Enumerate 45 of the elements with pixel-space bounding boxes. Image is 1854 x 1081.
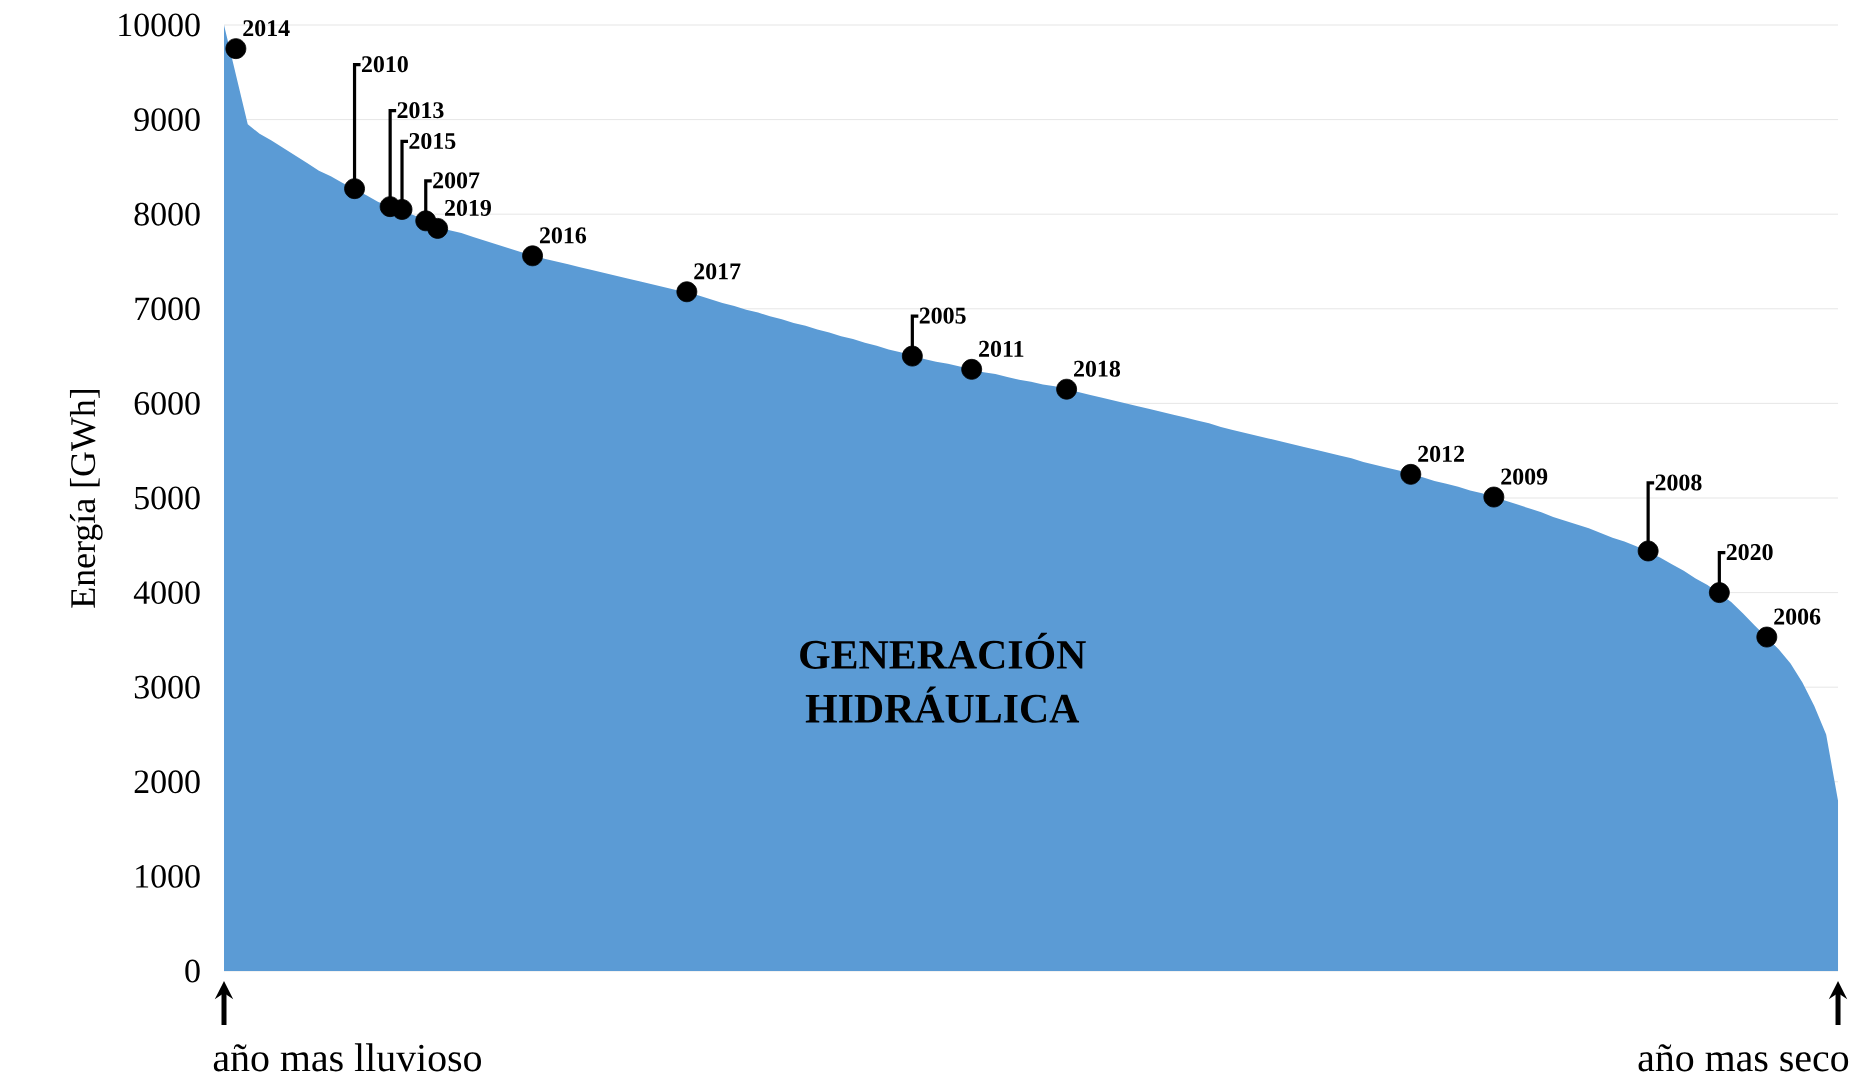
series-label: 2006 <box>1774 608 1821 625</box>
point <box>522 245 543 267</box>
y-tick-label: 6000 <box>134 391 200 415</box>
text: 2008 <box>1655 474 1702 491</box>
text: año mas lluvioso <box>213 1043 481 1072</box>
y-tick-label: 5000 <box>135 486 200 510</box>
point <box>901 345 923 367</box>
point <box>1400 463 1422 485</box>
y-axis-title: Energía [GWh] <box>69 389 103 608</box>
series-label: 2011 <box>979 340 1024 357</box>
series-label: 2020 <box>1726 544 1773 561</box>
y-tick-label: 0 <box>185 959 200 983</box>
series-label: 2018 <box>1074 360 1121 377</box>
point <box>1708 582 1730 603</box>
series-label: 2009 <box>1501 468 1548 485</box>
y-tick-label: 8000 <box>134 202 200 226</box>
legend-label: 2019 <box>445 199 491 216</box>
point <box>225 38 247 60</box>
point <box>676 281 698 303</box>
series-label: 2014 <box>243 20 290 37</box>
text: 2010 <box>361 56 408 73</box>
y-tick-label: 9000 <box>134 108 200 132</box>
series-label: 2017 <box>694 263 741 280</box>
text: 2013 <box>397 102 444 119</box>
point <box>427 217 449 239</box>
point <box>344 178 365 200</box>
point <box>1483 486 1505 508</box>
point <box>1056 378 1078 400</box>
y-tick-label: 7000 <box>135 297 200 321</box>
annotation: GENERACIÓN HIDRÁULICA <box>800 632 1086 723</box>
text: 2015 <box>409 132 456 150</box>
y-tick-label: 2000 <box>134 770 200 794</box>
series-label: 2007 <box>433 172 480 189</box>
y-tick-label: 1000 <box>136 864 200 888</box>
y-tick-label: 4000 <box>133 581 200 605</box>
point <box>1637 540 1659 562</box>
series-label: 2005 <box>919 307 966 324</box>
point <box>961 358 983 380</box>
point <box>1756 626 1778 648</box>
text: año mas seco <box>1638 1044 1849 1072</box>
y-tick-label: 3000 <box>134 675 200 699</box>
series-label: 2012 <box>1418 445 1464 462</box>
point <box>391 199 413 220</box>
y-tick-label: 10000 <box>119 13 200 37</box>
series-label: 2016 <box>539 227 587 244</box>
